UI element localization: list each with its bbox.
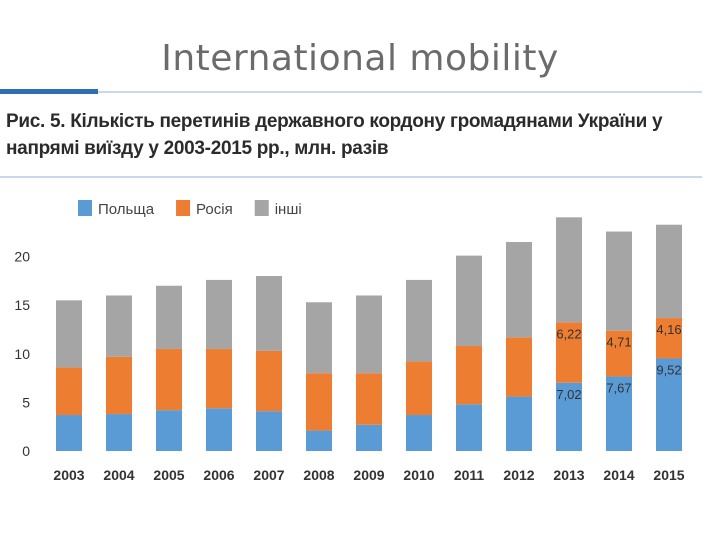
x-tick-label: 2012 — [503, 467, 534, 483]
bar-segment — [356, 295, 382, 374]
bar-segment — [156, 410, 182, 451]
x-tick-label: 2003 — [53, 467, 84, 483]
y-tick-label: 0 — [22, 443, 30, 459]
caption-divider — [0, 176, 702, 178]
bar-segment — [206, 348, 232, 409]
bar-segment — [56, 300, 82, 368]
bar-segment — [506, 242, 532, 338]
bar-segment — [506, 396, 532, 451]
x-tick-label: 2011 — [454, 467, 485, 483]
x-tick-label: 2007 — [253, 467, 284, 483]
bar-segment — [106, 356, 132, 415]
bar-segment — [256, 350, 282, 412]
bar-segment — [456, 346, 482, 405]
bar-segment — [556, 322, 582, 383]
legend-swatch — [78, 200, 92, 216]
bar-segment — [156, 348, 182, 411]
data-label: 6,22 — [556, 326, 581, 341]
bar-segment — [306, 302, 332, 374]
bar-segment — [56, 415, 82, 451]
bar-segment — [656, 224, 682, 319]
x-tick-label: 2005 — [153, 467, 184, 483]
data-label: 7,02 — [556, 387, 581, 402]
bar-segment — [356, 424, 382, 451]
slide-title: International mobility — [161, 38, 559, 79]
bar-segment — [306, 373, 332, 431]
bar-segment — [406, 279, 432, 362]
bar-segment — [456, 255, 482, 347]
bar-segment — [456, 404, 482, 451]
x-tick-label: 2013 — [553, 467, 584, 483]
bar-segment — [56, 367, 82, 416]
x-tick-label: 2004 — [103, 467, 134, 483]
bar-segment — [306, 430, 332, 451]
data-label: 9,52 — [656, 362, 681, 377]
bar-segment — [506, 337, 532, 397]
bar-segment — [406, 415, 432, 451]
bar-segment — [156, 285, 182, 349]
legend-label: Польща — [98, 201, 155, 218]
bar-segment — [206, 408, 232, 451]
y-tick-label: 5 — [22, 394, 30, 410]
data-label: 7,67 — [606, 380, 631, 395]
bar-segment — [656, 318, 682, 359]
bar-segment — [356, 373, 382, 425]
bar-segment — [256, 411, 282, 451]
legend-label: інші — [275, 201, 302, 218]
bar-segment — [406, 361, 432, 416]
bar-segment — [606, 330, 632, 377]
x-tick-label: 2006 — [203, 467, 234, 483]
y-tick-label: 10 — [14, 346, 30, 362]
bar-segment — [556, 382, 582, 451]
bar-segment — [106, 295, 132, 357]
header-divider — [0, 91, 702, 93]
data-label: 4,16 — [656, 322, 681, 337]
x-tick-label: 2015 — [653, 467, 684, 483]
stacked-bar-chart: 0 5 10 15 20 Польща Росія інші 2003 2004 2005 2006 2… — [14, 200, 685, 483]
y-tick-label: 20 — [14, 249, 30, 265]
legend-label: Росія — [196, 201, 233, 218]
x-tick-label: 2010 — [403, 467, 434, 483]
legend-swatch — [176, 200, 191, 216]
bar-segment — [106, 414, 132, 451]
bar-segment — [256, 276, 282, 351]
figure-caption: Рис. 5. Кількість перетинів державного к… — [6, 111, 663, 159]
x-tick-label: 2009 — [353, 467, 384, 483]
bar-segment — [556, 217, 582, 323]
x-tick-label: 2014 — [603, 467, 634, 483]
x-tick-label: 2008 — [303, 467, 334, 483]
legend-swatch — [254, 200, 269, 216]
data-label: 4,71 — [606, 335, 631, 350]
bar-segment — [656, 358, 682, 451]
header-divider-accent — [0, 89, 98, 94]
bar-segment — [206, 279, 232, 349]
bar-segment — [606, 376, 632, 451]
bar-segment — [606, 231, 632, 331]
y-tick-label: 15 — [14, 297, 30, 313]
